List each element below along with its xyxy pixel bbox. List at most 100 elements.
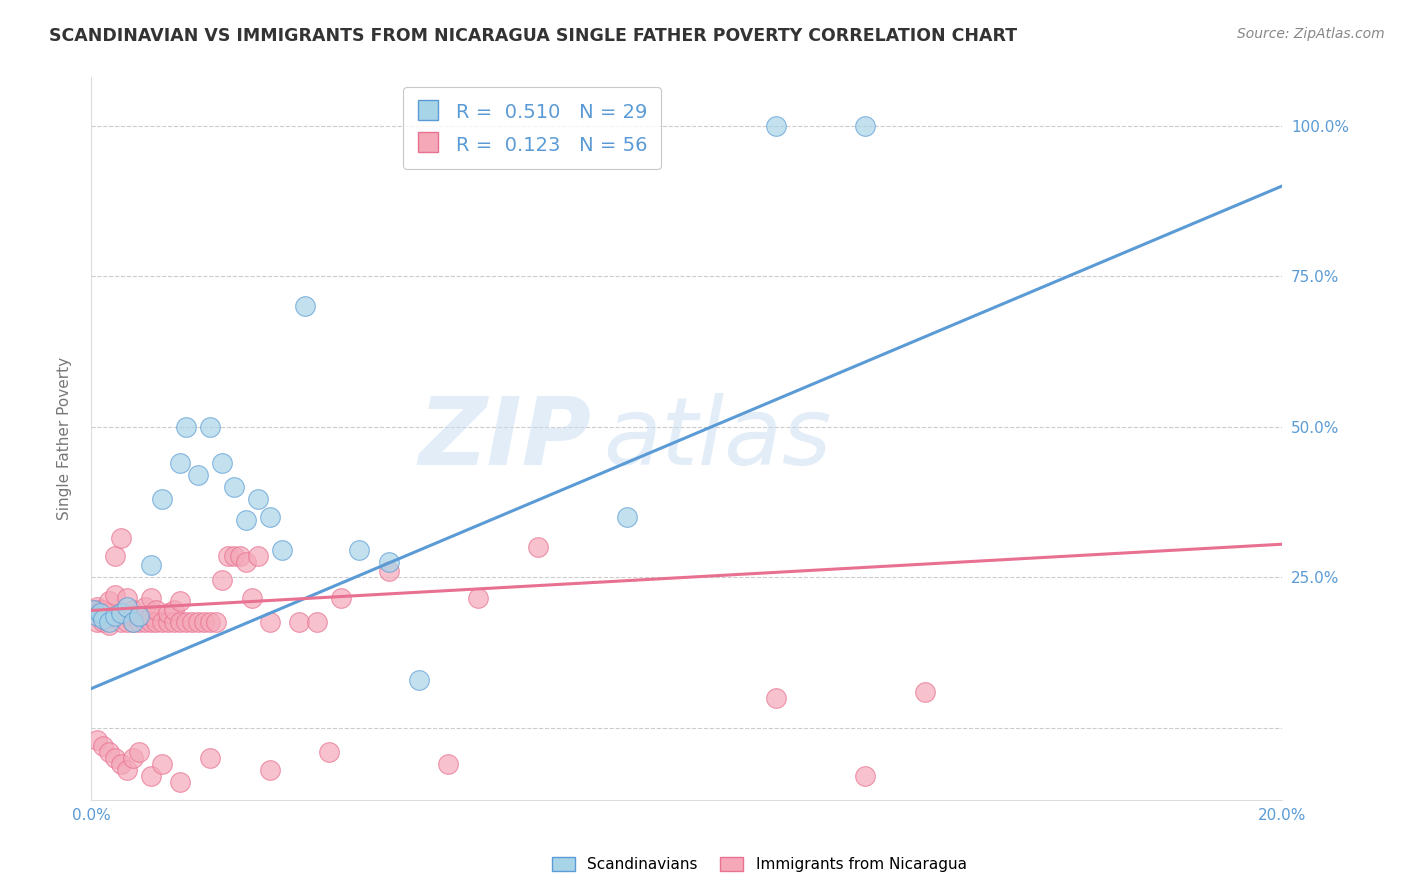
- Point: [97, 618, 120, 632]
- Point: [765, 690, 787, 705]
- Point: [121, 615, 143, 630]
- Point: [347, 543, 370, 558]
- Point: [115, 600, 138, 615]
- Point: [89, 603, 111, 617]
- Point: [139, 769, 162, 783]
- Point: [91, 615, 114, 630]
- Point: [437, 757, 460, 772]
- Point: [110, 757, 132, 772]
- Point: [97, 615, 120, 630]
- Point: [174, 419, 197, 434]
- Point: [526, 540, 548, 554]
- Point: [855, 769, 877, 783]
- Point: [104, 751, 127, 765]
- Text: SCANDINAVIAN VS IMMIGRANTS FROM NICARAGUA SINGLE FATHER POVERTY CORRELATION CHAR: SCANDINAVIAN VS IMMIGRANTS FROM NICARAGU…: [49, 27, 1018, 45]
- Point: [467, 591, 489, 606]
- Point: [128, 615, 150, 630]
- Point: [86, 600, 108, 615]
- Point: [198, 615, 221, 630]
- Point: [169, 456, 191, 470]
- Point: [294, 299, 316, 313]
- Text: Source: ZipAtlas.com: Source: ZipAtlas.com: [1237, 27, 1385, 41]
- Point: [163, 603, 186, 617]
- Point: [128, 609, 150, 624]
- Point: [211, 456, 233, 470]
- Point: [198, 419, 221, 434]
- Point: [115, 615, 138, 630]
- Point: [211, 574, 233, 588]
- Point: [616, 510, 638, 524]
- Point: [198, 751, 221, 765]
- Point: [121, 609, 143, 624]
- Point: [134, 600, 156, 615]
- Point: [91, 603, 114, 617]
- Point: [145, 615, 167, 630]
- Point: [104, 549, 127, 564]
- Point: [187, 615, 209, 630]
- Legend: R =  0.510   N = 29, R =  0.123   N = 56: R = 0.510 N = 29, R = 0.123 N = 56: [404, 87, 661, 169]
- Point: [378, 564, 401, 578]
- Point: [169, 594, 191, 608]
- Point: [110, 607, 132, 621]
- Point: [855, 119, 877, 133]
- Point: [914, 684, 936, 698]
- Point: [110, 531, 132, 545]
- Point: [86, 615, 108, 630]
- Point: [181, 615, 204, 630]
- Point: [259, 615, 281, 630]
- Point: [288, 615, 311, 630]
- Legend: Scandinavians, Immigrants from Nicaragua: Scandinavians, Immigrants from Nicaragua: [544, 849, 974, 880]
- Point: [104, 588, 127, 602]
- Point: [91, 739, 114, 753]
- Point: [104, 609, 127, 624]
- Point: [128, 745, 150, 759]
- Point: [318, 745, 340, 759]
- Point: [115, 591, 138, 606]
- Point: [217, 549, 239, 564]
- Point: [139, 591, 162, 606]
- Point: [229, 549, 252, 564]
- Point: [115, 607, 138, 621]
- Point: [222, 480, 245, 494]
- Point: [307, 615, 329, 630]
- Point: [235, 513, 257, 527]
- Point: [145, 603, 167, 617]
- Point: [139, 609, 162, 624]
- Point: [246, 549, 269, 564]
- Point: [157, 615, 180, 630]
- Point: [89, 607, 111, 621]
- Point: [222, 549, 245, 564]
- Point: [205, 615, 228, 630]
- Point: [330, 591, 353, 606]
- Point: [169, 775, 191, 789]
- Point: [91, 612, 114, 626]
- Point: [235, 555, 257, 569]
- Point: [110, 615, 132, 630]
- Point: [139, 558, 162, 573]
- Point: [128, 609, 150, 624]
- Point: [83, 603, 105, 617]
- Point: [169, 615, 191, 630]
- Point: [378, 555, 401, 569]
- Point: [240, 591, 263, 606]
- Point: [134, 615, 156, 630]
- Point: [152, 757, 174, 772]
- Point: [163, 615, 186, 630]
- Point: [121, 615, 143, 630]
- Point: [97, 745, 120, 759]
- Point: [121, 603, 143, 617]
- Point: [246, 491, 269, 506]
- Text: ZIP: ZIP: [419, 392, 592, 484]
- Point: [86, 733, 108, 747]
- Point: [259, 510, 281, 524]
- Point: [157, 607, 180, 621]
- Point: [152, 615, 174, 630]
- Y-axis label: Single Father Poverty: Single Father Poverty: [58, 357, 72, 520]
- Point: [121, 751, 143, 765]
- Point: [94, 607, 117, 621]
- Text: atlas: atlas: [603, 393, 831, 484]
- Point: [193, 615, 215, 630]
- Point: [765, 119, 787, 133]
- Point: [86, 609, 108, 624]
- Point: [152, 491, 174, 506]
